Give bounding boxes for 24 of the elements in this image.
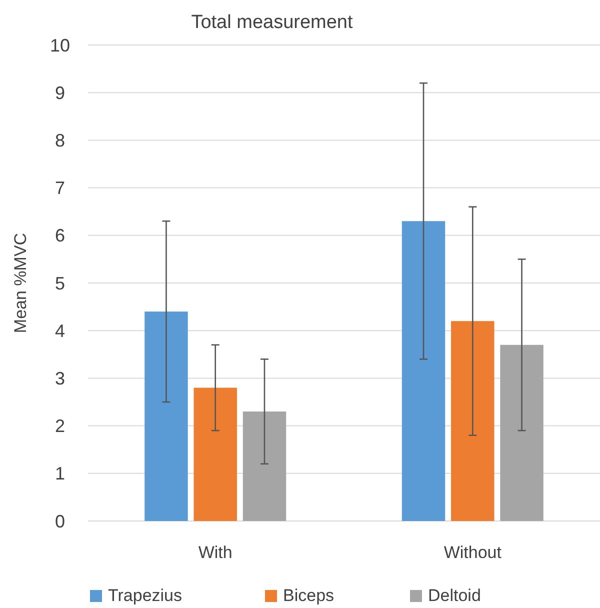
bar: [500, 344, 544, 521]
y-axis-title: Mean %MVC: [11, 232, 30, 334]
bar: [194, 388, 237, 521]
y-tick-label: 4: [54, 320, 66, 341]
legend-label: Deltoid: [428, 586, 481, 605]
y-tick-label: 0: [54, 511, 66, 532]
y-tick-label: 1: [54, 464, 66, 484]
y-tick-label: 3: [54, 368, 66, 388]
legend-label: Trapezius: [108, 586, 182, 605]
legend-label: Biceps: [283, 586, 334, 605]
y-tick-label: 8: [54, 130, 66, 150]
y-tick-label: 10: [50, 35, 70, 56]
y-tick-label: 9: [54, 82, 66, 103]
bar: [402, 221, 446, 521]
bar: [451, 321, 494, 521]
bar: [144, 312, 188, 521]
bar: [242, 412, 286, 521]
x-tick-label: Without: [444, 543, 502, 562]
chart-title: Total measurement: [191, 12, 354, 33]
y-tick-label: 6: [54, 226, 66, 246]
y-tick-label: 2: [54, 416, 66, 436]
y-tick-label: 7: [54, 178, 66, 198]
x-tick-label: With: [198, 543, 232, 562]
y-tick-label: 5: [54, 273, 66, 294]
